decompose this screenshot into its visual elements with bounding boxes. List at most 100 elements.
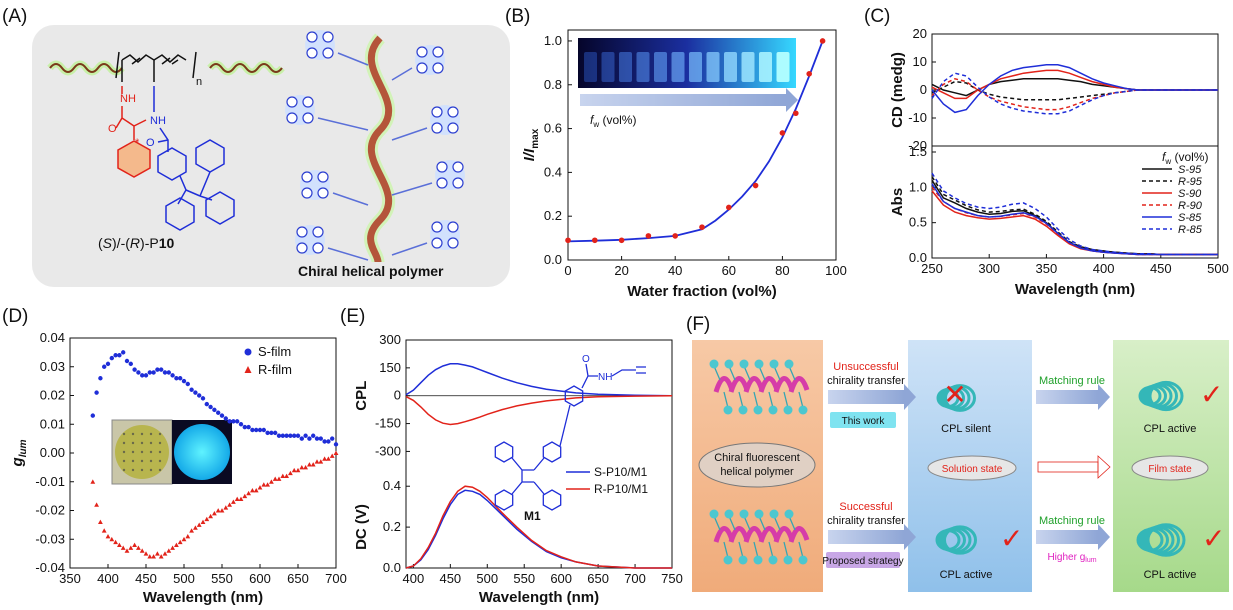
- data-point-d: [185, 533, 191, 539]
- successful-text: Successful: [839, 501, 892, 513]
- arrow-bottom-2: [1036, 530, 1098, 544]
- left-caption: (S)/-(R)-P10: [98, 235, 174, 251]
- legend-marker-d: [244, 366, 252, 373]
- inset-film-dot: [158, 468, 162, 472]
- y-tick-label-b: 0.0: [544, 252, 562, 267]
- legend-title-unit: (vol%): [1171, 150, 1208, 164]
- x-tick-label-d: 400: [97, 571, 119, 586]
- inset-film-dot: [140, 432, 144, 436]
- data-point-b: [592, 237, 598, 244]
- tpe-phenyl: [301, 187, 313, 199]
- data-point-d: [314, 436, 320, 441]
- data-point-d: [166, 370, 171, 375]
- tpe-phenyl: [452, 161, 464, 173]
- x-tick-label-b: 40: [668, 263, 682, 278]
- x-tick-label-c: 500: [1207, 261, 1229, 276]
- y-tick-label-b: 0.8: [544, 77, 562, 92]
- cpl-active-3-text: CPL active: [1144, 569, 1197, 581]
- y-tick-label-d: 0.03: [40, 359, 65, 374]
- data-point-d: [120, 545, 126, 550]
- data-point-d: [223, 416, 228, 421]
- data-point-d: [90, 413, 96, 418]
- tpe-phenyl: [286, 112, 298, 124]
- helix-bead: [724, 359, 734, 369]
- data-point-d: [272, 476, 278, 481]
- y-tick-label-c-bottom: 0.5: [909, 215, 927, 230]
- polymer-chain-right: [209, 63, 283, 73]
- y-tick-label-d: 0.00: [40, 445, 65, 460]
- y-tick-label-d: 0.02: [40, 388, 65, 403]
- x-axis-title-e: Wavelength (nm): [479, 589, 599, 606]
- y-axis-title-b-main: I/I: [521, 148, 538, 161]
- inset-film-dot: [131, 441, 135, 445]
- tpe-phenyl: [296, 242, 308, 254]
- this-work-badge: [830, 412, 896, 428]
- data-point-d: [151, 554, 156, 559]
- proposed-badge: [826, 552, 900, 568]
- data-point-d: [132, 542, 137, 547]
- inset-film-dot: [122, 459, 126, 463]
- data-point-d: [193, 390, 198, 395]
- y-tick-label-c-bottom: 1.0: [909, 179, 927, 194]
- data-point-b: [618, 237, 625, 244]
- helix-bead: [783, 555, 793, 565]
- helix-top: [709, 359, 810, 415]
- helix-backbone: [367, 35, 393, 263]
- chart-c: 250 300 350 400 450 500 20 10 0 -10 -201.5 1.0 0.5 0.…: [889, 26, 1229, 298]
- molecule-m1: O NH M1: [494, 354, 646, 523]
- matching-rule-1: Matching rule: [1039, 375, 1105, 387]
- helix-bead: [798, 405, 808, 415]
- legend-label-c: S-90: [1178, 188, 1202, 200]
- data-point-d: [155, 551, 160, 556]
- data-point-d: [189, 528, 194, 533]
- inset-vial: [776, 52, 790, 82]
- y-tick-label-b: 0.6: [544, 121, 562, 136]
- inset-label-fw: fw (vol%): [590, 113, 636, 129]
- inset-film-dot: [158, 450, 162, 454]
- m1-oxygen: O: [582, 354, 590, 365]
- y-axis-title-e-top: CPL: [353, 381, 370, 411]
- inset-film-dot: [140, 468, 144, 472]
- data-point-d: [109, 536, 115, 542]
- data-point-b: [699, 224, 705, 230]
- helix-pendant: [768, 391, 774, 409]
- legend-title-c: fw (vol%): [1162, 150, 1208, 166]
- tpe-linker: [337, 52, 369, 66]
- inset-film-dot: [140, 459, 144, 463]
- data-point-d: [269, 430, 274, 436]
- data-point-d: [276, 476, 282, 481]
- benzene-ring: [542, 441, 562, 463]
- arrow-middle-head: [1097, 455, 1111, 479]
- data-point-d: [333, 450, 339, 455]
- x-tick-label-c: 350: [1036, 261, 1058, 276]
- data-point-d: [212, 407, 217, 413]
- data-point-d: [193, 525, 198, 530]
- helix-bead: [739, 359, 749, 369]
- cpl-line: [405, 363, 673, 397]
- chirality-transfer-1: chirality transfer: [827, 375, 905, 387]
- x-axis-title-b: Water fraction (vol%): [627, 283, 776, 300]
- chiral-fluor-line1: Chiral fluorescent: [714, 452, 800, 464]
- coil-loop: [943, 525, 977, 555]
- panel-b-label: (B): [505, 6, 530, 27]
- legend-label-e: R-P10/M1: [594, 482, 648, 496]
- tpe-phenyl: [416, 62, 428, 74]
- right-caption: Chiral helical polymer: [298, 263, 444, 279]
- repeat-n: n: [196, 76, 202, 88]
- data-point-d: [250, 487, 255, 493]
- tpe-phenyl: [447, 122, 459, 134]
- y-tick-label-d: -0.04: [35, 560, 65, 575]
- x-tick-label-d: 550: [211, 571, 233, 586]
- data-point-d: [322, 456, 327, 461]
- abs-line: [931, 183, 1218, 256]
- coil-loop: [1148, 380, 1184, 412]
- blue-oxygen: O: [146, 137, 155, 149]
- data-point-d: [280, 433, 285, 438]
- inset-vial: [741, 52, 755, 82]
- y-tick-label-b: 0.4: [544, 164, 562, 179]
- y-tick-label-c-top: 0: [920, 82, 927, 97]
- cpl-active-2-text: CPL active: [1144, 423, 1197, 435]
- inset-vial: [689, 52, 702, 82]
- coil-loop: [944, 384, 976, 412]
- tpe-phenyl: [431, 237, 443, 249]
